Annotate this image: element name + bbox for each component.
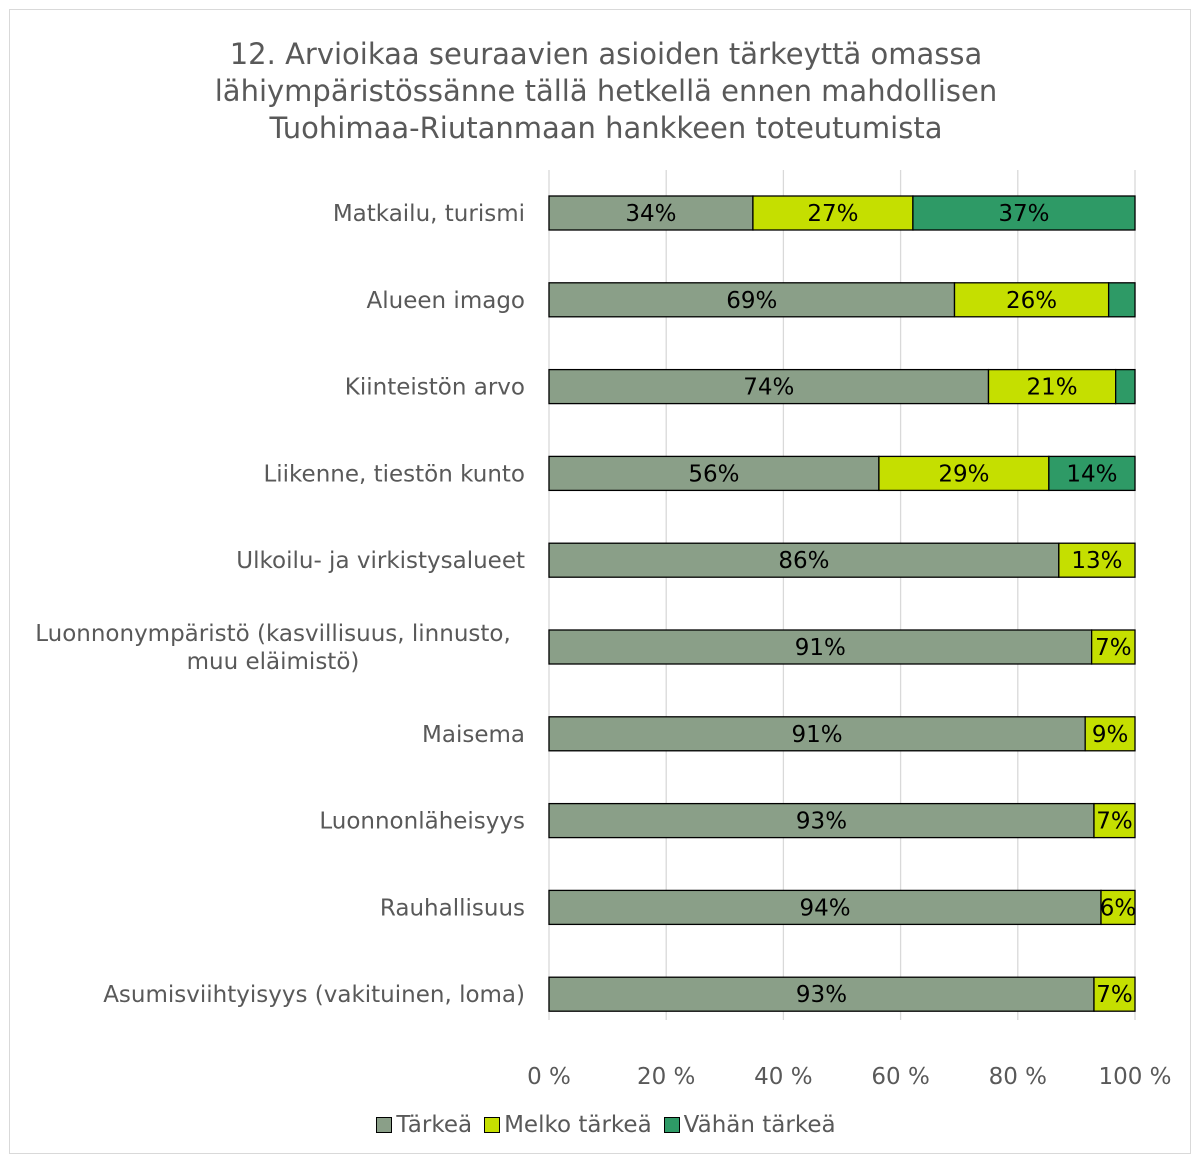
bar-value-label: 6% <box>1100 895 1137 921</box>
bar-value-label: 94% <box>799 895 850 921</box>
bar-value-label: 91% <box>792 722 843 748</box>
bar-value-label: 7% <box>1095 635 1132 661</box>
bar-value-label: 56% <box>688 461 739 487</box>
bar-segment <box>1093 976 1136 1012</box>
bar-segment <box>548 195 754 231</box>
legend-label: Tärkeä <box>396 1112 473 1138</box>
bar-segment <box>1058 542 1136 578</box>
legend-swatch <box>376 1117 393 1133</box>
bar-segment <box>548 368 990 405</box>
bar-segment <box>1090 629 1136 665</box>
legend-item: Vähän tärkeä <box>663 1112 836 1138</box>
legend-label: Melko tärkeä <box>504 1112 652 1138</box>
bar-value-label: 29% <box>938 461 989 487</box>
bar-value-label: 21% <box>1027 375 1078 401</box>
category-label: Luonnonläheisyys <box>319 809 525 835</box>
chart-title: 12. Arvioikaa seuraavien asioiden tärkey… <box>214 37 998 145</box>
bar-segment <box>1084 716 1136 752</box>
bar-segment <box>1100 889 1136 926</box>
category-labels: Matkailu, turismi Alueen imago Kiinteistön… <box>35 201 525 1008</box>
legend-swatch <box>484 1117 501 1133</box>
bar-segment <box>1093 802 1136 839</box>
category-label: Luonnonympäristö (kasvillisuus, linnusto… <box>35 621 511 675</box>
legend-item: Melko tärkeä <box>484 1112 652 1138</box>
bar-value-label: 74% <box>743 375 794 401</box>
legend: Tärkeä Melko tärkeä Vähän tärkeä <box>0 1112 1192 1138</box>
bar-value-label: 27% <box>807 201 858 227</box>
bar-value-label: 7% <box>1096 982 1133 1008</box>
x-tick-label: 80 % <box>989 1064 1047 1090</box>
bar-value-label: 7% <box>1096 809 1133 835</box>
x-tick-label: 20 % <box>637 1064 695 1090</box>
category-label: Liikenne, tiestön kunto <box>263 461 525 487</box>
category-label: Maisema <box>422 722 525 748</box>
x-tick-label: 40 % <box>754 1064 812 1090</box>
x-tick-label: 0 % <box>527 1064 571 1090</box>
category-label: Matkailu, turismi <box>333 201 525 227</box>
category-label: Ulkoilu- ja virkistysalueet <box>236 548 525 574</box>
bar-value-label: 13% <box>1071 548 1122 574</box>
category-label: Asumisviihtyisyys (vakituinen, loma) <box>103 982 525 1008</box>
x-tick-label: 60 % <box>871 1064 929 1090</box>
bar-value-label: 93% <box>796 809 847 835</box>
bars <box>548 195 1136 1012</box>
bar-value-label: 34% <box>625 201 676 227</box>
bar-value-label: 69% <box>726 288 777 314</box>
bar-value-label: 86% <box>778 548 829 574</box>
category-label: Rauhallisuus <box>380 895 525 921</box>
bar-segment <box>912 195 1136 231</box>
bar-value-label: 37% <box>998 201 1049 227</box>
category-label: Kiinteistön arvo <box>345 375 525 401</box>
bar-value-label: 26% <box>1006 288 1057 314</box>
bar-segment <box>878 455 1050 492</box>
bar-segment <box>953 282 1110 318</box>
category-label: Alueen imago <box>367 288 525 314</box>
bar-value-label: 91% <box>795 635 846 661</box>
bar-segment <box>548 542 1060 578</box>
bar-segment <box>548 629 1093 665</box>
bar-value-label: 93% <box>796 982 847 1008</box>
bar-segment <box>548 716 1086 752</box>
legend-swatch <box>663 1117 680 1133</box>
bar-value-label: 9% <box>1092 722 1129 748</box>
bar-segment <box>1115 368 1136 405</box>
legend-label: Vähän tärkeä <box>683 1112 836 1138</box>
x-tick-labels: 0 % 20 % 40 % 60 % 80 % 100 % <box>527 1064 1171 1090</box>
bar-segment <box>548 455 880 492</box>
bar-labels: 34% 27% 37% 69% 26% 74% 21% 56% 29% 14% 86% 13% 91% 7… <box>625 201 1136 1008</box>
bar-segment <box>1107 282 1136 318</box>
bar-segment <box>987 368 1117 405</box>
bar-value-label: 14% <box>1066 461 1117 487</box>
bar-segment <box>548 802 1095 839</box>
bar-segment <box>1048 455 1136 492</box>
legend-item: Tärkeä <box>376 1112 472 1138</box>
x-tick-label: 100 % <box>1098 1064 1171 1090</box>
